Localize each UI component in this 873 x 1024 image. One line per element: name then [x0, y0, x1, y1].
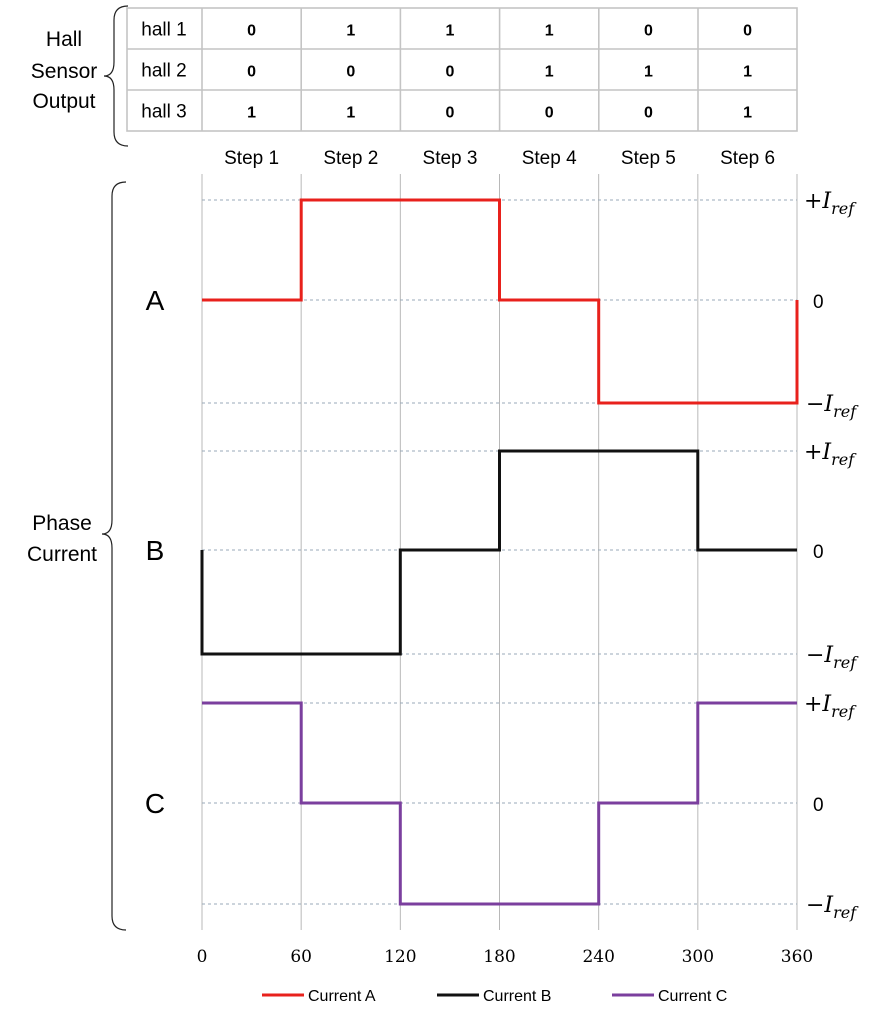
step-label: Step 1 [224, 148, 279, 169]
legend-label: Current C [658, 988, 727, 1005]
x-tick-label: 0 [197, 947, 208, 967]
hall-group-label-line3: Output [32, 90, 95, 113]
phase-label: C [145, 788, 165, 819]
hall-cell-value: 1 [247, 105, 256, 122]
x-tick-label: 240 [582, 947, 614, 967]
hall-cell-value: 1 [346, 23, 355, 40]
level-label-pos: +Iref [804, 440, 857, 469]
hall-cell-value: 0 [644, 23, 653, 40]
phase-label: B [146, 535, 165, 566]
hall-cell-value: 0 [743, 23, 752, 40]
phase-label: A [146, 285, 165, 316]
legend-label: Current B [483, 988, 551, 1005]
hall-cell-value: 1 [346, 105, 355, 122]
x-tick-label: 60 [290, 947, 312, 967]
hall-cell-value: 1 [644, 64, 653, 81]
hall-cell-value: 0 [247, 23, 256, 40]
hall-cell-value: 0 [446, 105, 455, 122]
hall-cell-value: 0 [346, 64, 355, 81]
hall-sensor-table: hall 1 0 1 1 1 0 0 hall 2 0 0 0 1 1 1 hall 3 1 1 0 0 0 1 Step… [126, 7, 798, 169]
x-tick-label: 180 [483, 947, 515, 967]
hall-cell-value: 1 [743, 64, 752, 81]
level-label-neg: −Iref [806, 392, 859, 421]
series-line-a [202, 198, 799, 405]
level-label-neg: −Iref [806, 893, 859, 922]
level-label-zero: 0 [813, 542, 824, 563]
hall-group-label-line2: Sensor [31, 60, 98, 83]
x-tick-label: 300 [682, 947, 714, 967]
phase-group-bracket [101, 181, 127, 931]
hall-cell-value: 0 [446, 64, 455, 81]
level-label-pos: +Iref [804, 189, 857, 218]
hall-row-label: hall 2 [141, 61, 186, 82]
step-label: Step 2 [323, 148, 378, 169]
legend: Current A Current B Current C [262, 988, 727, 1005]
phase-group-label-line2: Current [27, 543, 97, 566]
hall-cell-value: 0 [644, 105, 653, 122]
hall-row-label: hall 3 [141, 102, 186, 123]
series-line-c [202, 701, 797, 906]
level-label-zero: 0 [813, 795, 824, 816]
step-label: Step 4 [522, 148, 577, 169]
hall-cell-value: 1 [743, 105, 752, 122]
step-label: Step 5 [621, 148, 676, 169]
step-label: Step 3 [423, 148, 478, 169]
hall-cell-value: 0 [247, 64, 256, 81]
table-border [126, 7, 798, 132]
series-line-b [200, 449, 797, 656]
hall-group-label-line1: Hall [46, 28, 82, 51]
hall-cell-value: 1 [545, 64, 554, 81]
step-label: Step 6 [720, 148, 775, 169]
hall-cell-value: 0 [545, 105, 554, 122]
x-tick-label: 120 [384, 947, 416, 967]
legend-label: Current A [308, 988, 376, 1005]
phase-group-label-line1: Phase [32, 512, 92, 535]
x-tick-label: 360 [781, 947, 813, 967]
level-label-zero: 0 [813, 292, 824, 313]
plot-labels: A +Iref 0 −Iref B +Iref 0 −Iref C +Iref 0 −Iref 0 60 1… [145, 189, 859, 967]
level-label-pos: +Iref [804, 692, 857, 721]
plot-series [200, 198, 799, 906]
hall-group-bracket [103, 5, 129, 147]
hall-cell-value: 1 [446, 23, 455, 40]
level-label-neg: −Iref [806, 643, 859, 672]
hall-row-label: hall 1 [141, 20, 186, 41]
hall-cell-value: 1 [545, 23, 554, 40]
